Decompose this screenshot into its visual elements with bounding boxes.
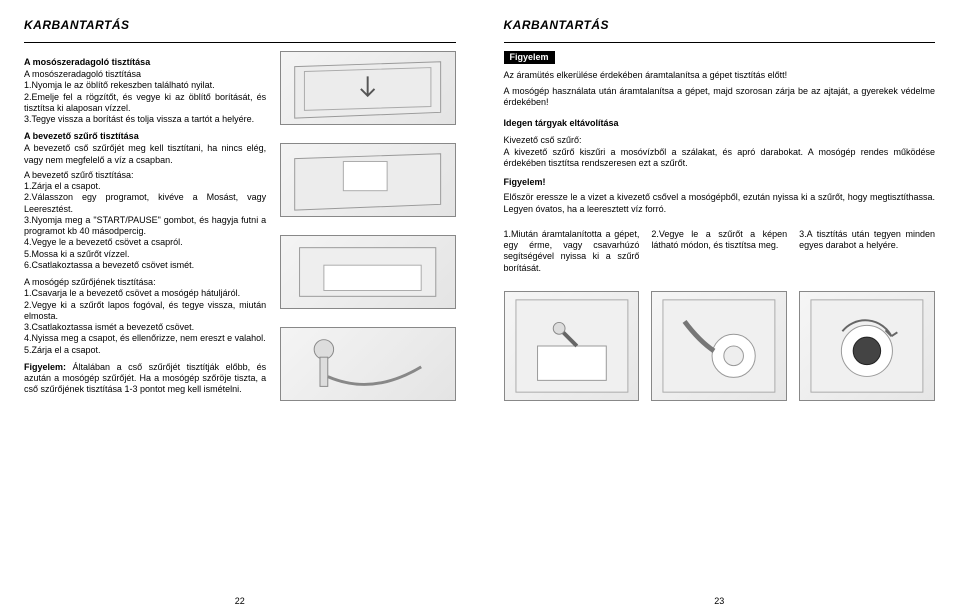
sec1-item: 1.Nyomja le az öblítő rekeszben találhat… [24,80,266,91]
page-spread: KARBANTARTÁS A mosószeradagoló tisztítás… [0,0,959,614]
sec4-item: 2.Vegye ki a szűrőt lapos fogóval, és te… [24,300,266,323]
right-figyelem: Figyelem! [504,177,936,188]
page-number-right: 23 [699,596,739,606]
sec3-item: 5.Mossa ki a szűrőt vízzel. [24,249,266,260]
step-3: 3.A tisztítás után tegyen minden egyes d… [799,229,935,401]
page-number-left: 22 [220,596,260,606]
right-p4: Először eressze le a vizet a kivezető cs… [504,192,936,215]
sec1-title-bold: A mosószeradagoló tisztítása [24,57,266,67]
step-3-figure [799,291,935,401]
page-title-left: KARBANTARTÁS [24,18,456,32]
sec3-item: 6.Csatlakoztassa a bevezető csövet ismét… [24,260,266,271]
right-body: Figyelem Az áramütés elkerülése érdekébe… [504,51,936,401]
sec3-title: A bevezető szűrő tisztítása: [24,170,266,181]
three-column-steps: 1.Miután áramtalanította a gépet, egy ér… [504,229,936,401]
divider-right [504,42,936,43]
sec1-intro: A mosószeradagoló tisztítása [24,69,266,80]
step-2: 2.Vegye le a szűrőt a képen látható módo… [651,229,787,401]
note-paragraph: Figyelem: Általában a cső szűrőjét tiszt… [24,362,266,396]
right-p3: A kivezető szűrő kiszűri a mosóvízből a … [504,147,936,170]
sec4-item: 3.Csatlakoztassa ismét a bevezető csövet… [24,322,266,333]
illustration-drawer-out [280,235,455,309]
sec1-item: 3.Tegye vissza a borítást és tolja vissz… [24,114,266,125]
illustration-dispenser-remove [280,143,455,217]
sec3-item: 2.Válasszon egy programot, kivéve a Mosá… [24,192,266,215]
sec4-item: 1.Csavarja le a bevezető csövet a mosógé… [24,288,266,299]
sec2-title: A bevezető szűrő tisztítása [24,131,266,141]
step-1-caption: 1.Miután áramtalanította a gépet, egy ér… [504,229,640,285]
sec3-item: 4.Vegye le a bevezető csövet a csapról. [24,237,266,248]
step-2-figure [651,291,787,401]
divider-left [24,42,456,43]
left-text-column: A mosószeradagoló tisztítása A mosószera… [24,51,266,419]
page-right: KARBANTARTÁS Figyelem Az áramütés elkerü… [480,0,959,614]
sec4-item: 4.Nyissa meg a csapot, és ellenőrizze, n… [24,333,266,344]
step-3-caption: 3.A tisztítás után tegyen minden egyes d… [799,229,935,285]
sec4-item: 5.Zárja el a csapot. [24,345,266,356]
step-1-figure [504,291,640,401]
illustration-hose-tap [280,327,455,401]
page-left: KARBANTARTÁS A mosószeradagoló tisztítás… [0,0,480,614]
note-bold: Figyelem: [24,362,66,372]
illustration-dispenser-arrow [280,51,455,125]
right-p2: A mosógép használata után áramtalanítsa … [504,86,936,109]
right-p1: Az áramütés elkerülése érdekében áramtal… [504,70,936,81]
left-columns: A mosószeradagoló tisztítása A mosószera… [24,51,456,419]
left-image-column [280,51,455,419]
step-1: 1.Miután áramtalanította a gépet, egy ér… [504,229,640,401]
sec2-intro: A bevezető cső szűrőjét meg kell tisztít… [24,143,266,166]
warning-badge: Figyelem [504,51,555,64]
sec1-item: 2.Emelje fel a rögzítőt, és vegye ki az … [24,92,266,115]
page-title-right: KARBANTARTÁS [504,18,936,32]
sec3-item: 3.Nyomja meg a "START/PAUSE" gombot, és … [24,215,266,238]
sec3-item: 1.Zárja el a csapot. [24,181,266,192]
step-2-caption: 2.Vegye le a szűrőt a képen látható módo… [651,229,787,285]
right-section-title: Idegen tárgyak eltávolítása [504,118,936,129]
right-p3-title: Kivezető cső szűrő: [504,135,936,146]
sec4-title: A mosógép szűrőjének tisztítása: [24,277,266,288]
